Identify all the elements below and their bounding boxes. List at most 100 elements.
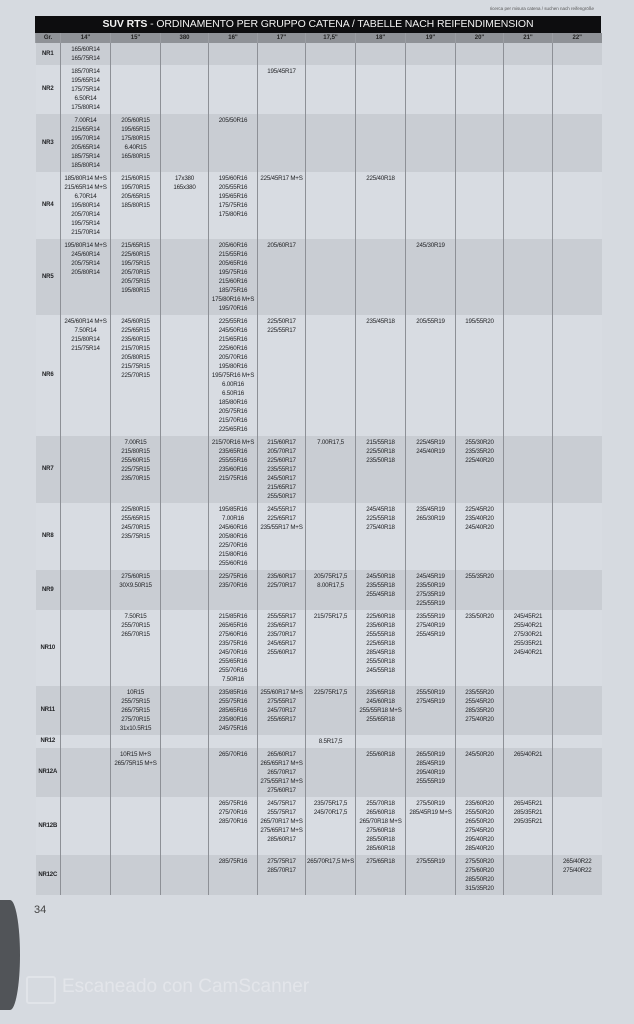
- table-cell: [405, 114, 456, 172]
- tire-size: 285/45R19 M+S: [409, 809, 452, 816]
- tire-size: 31x10.5R15: [119, 725, 152, 732]
- tire-size: 285/45R18: [366, 649, 395, 656]
- tire-size: 265/65R17 M+S: [260, 760, 303, 767]
- tire-size: 285/40R20: [465, 845, 494, 852]
- tire-size: 205/55R16: [218, 184, 248, 191]
- tire-size: 245/50R16: [218, 327, 248, 334]
- table-cell: 285/75R16: [208, 855, 258, 895]
- table-cell: [552, 114, 602, 172]
- tire-size: 285/65R16: [218, 707, 248, 714]
- tire-size: 215/65R14 M+S: [64, 184, 107, 191]
- tire-size: 265/40R21: [513, 751, 543, 758]
- tire-size: 225/80R15: [121, 506, 150, 513]
- table-cell: 235/55R19 275/40R19 255/45R19: [405, 610, 456, 686]
- tire-size: 235/60R16: [218, 466, 248, 473]
- table-cell: 215/75R17,5: [305, 610, 356, 686]
- tire-size: 185/75R16: [218, 287, 248, 294]
- table-cell: [552, 610, 602, 686]
- tire-size: 165/75R14: [71, 55, 100, 62]
- tire-size: 205/80R16: [218, 533, 248, 540]
- tire-size: 245/40R20: [465, 524, 494, 531]
- tire-size: 205/60R17: [267, 242, 296, 249]
- table-cell: 7.00R17,5: [305, 436, 356, 503]
- tire-size: 225/40R18: [366, 175, 395, 182]
- tire-size: 265/60R17: [267, 751, 296, 758]
- tire-size: 275/55R17 M+S: [260, 778, 303, 785]
- tire-size: 185/70R14: [71, 68, 100, 75]
- tire-size: 195/80R14 M+S: [64, 242, 107, 249]
- tire-size: 255/75R16: [218, 698, 248, 705]
- tire-size: 245/50R18: [366, 573, 395, 580]
- table-cell: 245/45R18 225/55R18 275/40R18: [355, 503, 406, 570]
- table-cell: 225/75R17,5: [305, 686, 356, 735]
- group-label: NR12: [35, 735, 61, 748]
- tire-size: 205/70R14: [71, 211, 100, 218]
- table-cell: 255/60R18: [355, 748, 406, 797]
- tire-size: 185/80R16: [218, 399, 248, 406]
- table-cell: 245/45R21 255/40R21 275/30R21 255/35R21 245/…: [503, 610, 553, 686]
- tire-size: 265/75R16: [218, 800, 248, 807]
- table-cell: 265/75R16 275/70R16 285/70R16: [208, 797, 258, 855]
- tire-size: 215/75R16: [218, 475, 248, 482]
- table-cell: 10R15 255/75R15 265/75R15 275/70R15 31x10.5R…: [110, 686, 161, 735]
- tire-size: 7.50R15: [124, 613, 147, 620]
- tire-size: 235/85R16: [218, 689, 248, 696]
- table-cell: 185/80R14 M+S 215/65R14 M+S 6.70R14 195/80R…: [60, 172, 111, 239]
- tire-size: 275/50R20: [465, 858, 494, 865]
- table-cell: 245/30R19: [405, 239, 456, 315]
- tire-size: 245/60R16: [218, 524, 248, 531]
- table-cell: [305, 172, 356, 239]
- watermark: Escaneado con CamScanner: [26, 976, 309, 998]
- table-cell: 215/55R18 225/50R18 235/50R18: [355, 436, 406, 503]
- tire-size: 195/45R17: [267, 68, 296, 75]
- column-header: 18": [355, 33, 406, 43]
- tire-size: 195/65R16: [218, 193, 248, 200]
- group-label: NR12B: [35, 797, 61, 855]
- column-header: 17": [257, 33, 306, 43]
- group-label: NR11: [35, 686, 61, 735]
- tire-size: 255/35R21: [513, 640, 543, 647]
- tire-size: 30X9.50R15: [119, 582, 152, 589]
- table-cell: [355, 735, 406, 748]
- table-cell: [110, 43, 161, 65]
- tire-size: 255/60R18: [366, 751, 395, 758]
- tire-size: 195/70R14: [71, 135, 100, 142]
- tire-size: 245/30R19: [416, 242, 445, 249]
- tire-size: 265/40R22: [563, 858, 592, 865]
- tire-size: 195/70R15: [121, 184, 150, 191]
- table-cell: [455, 239, 504, 315]
- tire-size: 275/70R15: [121, 716, 150, 723]
- tire-size: 285/70R16: [218, 818, 248, 825]
- tire-size: 295/35R21: [513, 818, 543, 825]
- tire-size: 235/45R19: [416, 506, 445, 513]
- table-cell: 255/30R20 235/35R20 225/40R20: [455, 436, 504, 503]
- table-row: NR10 7.50R15 255/70R15 265/70R15 215/85R16 26…: [35, 610, 602, 686]
- tire-size: 7.00R16: [222, 515, 244, 522]
- table-cell: [160, 686, 209, 735]
- tire-size: 255/65R17: [267, 716, 296, 723]
- tire-size: 165/80R15: [121, 153, 150, 160]
- table-cell: [552, 436, 602, 503]
- tire-chain-table-sheet: SUV RTS - ORDINAMENTO PER GRUPPO CATENA …: [35, 16, 602, 895]
- table-cell: [60, 610, 111, 686]
- tire-size: 255/50R18: [366, 658, 395, 665]
- tire-size: 8.00R17,5: [317, 582, 344, 589]
- tire-size: 205/65R16: [218, 260, 248, 267]
- tire-size: 185/75R14: [71, 153, 100, 160]
- table-cell: 225/75R16 235/70R16: [208, 570, 258, 610]
- tire-size: 265/65R16: [218, 622, 248, 629]
- table-cell: [305, 43, 356, 65]
- table-cell: 165/60R14 165/75R14: [60, 43, 111, 65]
- table-cell: 205/75R17,5 8.00R17,5: [305, 570, 356, 610]
- tire-size: 215/70R16: [218, 417, 248, 424]
- table-cell: [257, 735, 306, 748]
- table-cell: [160, 748, 209, 797]
- tire-size: 205/80R15: [121, 354, 150, 361]
- table-cell: 275/50R20 275/60R20 285/50R20 315/35R20: [455, 855, 504, 895]
- table-cell: 225/55R16 245/50R16 215/65R16 225/60R16 205/…: [208, 315, 258, 436]
- group-label: NR10: [35, 610, 61, 686]
- tire-size: 205/75R14: [71, 260, 100, 267]
- tire-size: 8.5R17,5: [318, 738, 343, 745]
- table-cell: 10R15 M+S 265/75R15 M+S: [110, 748, 161, 797]
- table-cell: 245/50R18 235/55R18 255/45R18: [355, 570, 406, 610]
